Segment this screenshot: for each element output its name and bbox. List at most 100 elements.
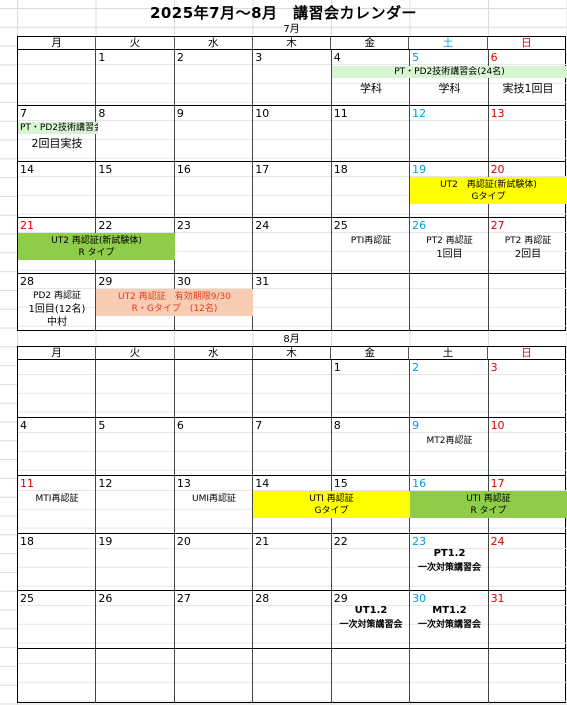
day-number: 23 bbox=[412, 535, 427, 548]
day-number: 21 bbox=[20, 219, 34, 232]
day-cell: 24 bbox=[488, 534, 567, 590]
page-title: 2025年7月～8月 講習会カレンダー bbox=[149, 4, 418, 22]
day-number: 20 bbox=[176, 535, 191, 548]
weekday-wed: 水 bbox=[175, 37, 253, 49]
day-cell: 19 bbox=[96, 534, 175, 590]
day-cell: 3 bbox=[253, 50, 332, 105]
week-row bbox=[18, 649, 567, 703]
day-cell: 7 bbox=[253, 418, 332, 475]
event-gakka: 学科 bbox=[360, 82, 382, 95]
day-cell bbox=[18, 649, 97, 703]
event-gakka: 学科 bbox=[438, 82, 461, 95]
calendar-grid-july: 1 2 3 4 5 6 PT・PD2技術講習会(24名) 学科 学科 実技1回目… bbox=[17, 50, 567, 331]
day-number: 18 bbox=[333, 163, 348, 176]
day-number: 27 bbox=[490, 219, 505, 232]
event-prep-course: 一次対策講習会 bbox=[417, 620, 481, 630]
day-number: 20 bbox=[490, 163, 505, 176]
week-row: 4 5 6 7 8 9 10 MT2再認証 bbox=[18, 418, 567, 476]
day-cell bbox=[488, 649, 567, 703]
week-row: 11 12 13 14 15 16 17 MTⅠ再認証 UMⅠ再認証 UTⅠ 再… bbox=[18, 476, 567, 534]
day-number: 1 bbox=[333, 361, 341, 374]
event-ut1-recert-r: UTⅠ 再認証 R タイプ bbox=[410, 491, 567, 518]
day-cell bbox=[253, 649, 332, 703]
day-cell: 31 bbox=[253, 274, 332, 331]
week-row: 1 2 3 4 5 6 PT・PD2技術講習会(24名) 学科 学科 実技1回目 bbox=[18, 50, 567, 106]
month-label-july: 7月 bbox=[283, 24, 300, 35]
day-cell: 3 bbox=[488, 360, 567, 417]
event-pt12-prep: PT1.2 bbox=[433, 548, 466, 559]
day-cell: 18 bbox=[18, 534, 97, 590]
event-session-count: 1回目(12名) bbox=[28, 304, 86, 315]
day-cell bbox=[174, 649, 254, 703]
day-number: 28 bbox=[20, 275, 34, 288]
day-number: 15 bbox=[98, 163, 113, 176]
day-number: 16 bbox=[176, 163, 191, 176]
day-cell bbox=[331, 649, 411, 703]
weekday-fri: 金 bbox=[331, 347, 410, 359]
day-cell bbox=[331, 274, 411, 331]
day-number: 22 bbox=[333, 535, 348, 548]
day-number: 4 bbox=[20, 419, 27, 432]
day-number: 27 bbox=[176, 592, 191, 605]
day-number: 10 bbox=[255, 107, 270, 120]
day-number: 8 bbox=[98, 107, 106, 120]
week-row: 1 2 3 bbox=[18, 360, 567, 418]
day-number: 15 bbox=[333, 477, 348, 490]
day-number: 13 bbox=[176, 477, 191, 490]
day-cell: 9 bbox=[410, 418, 489, 475]
weekday-thu: 木 bbox=[253, 37, 332, 49]
day-number: 11 bbox=[20, 477, 34, 490]
day-number: 12 bbox=[98, 477, 113, 490]
day-cell: 2 bbox=[174, 50, 254, 105]
day-number: 9 bbox=[412, 419, 420, 432]
day-cell: 13 bbox=[174, 476, 254, 533]
week-row: 7 8 9 10 11 12 13 PT・PD2技術講習会 2回目実技 bbox=[18, 106, 567, 162]
day-cell: 25 bbox=[331, 218, 411, 273]
day-cell: 23 bbox=[174, 218, 254, 273]
event-pt2-recert: PT2 再認証 bbox=[504, 236, 552, 246]
day-cell: 17 bbox=[253, 162, 332, 217]
day-cell: 12 bbox=[410, 106, 489, 161]
day-number: 13 bbox=[490, 107, 505, 120]
event-um1-recert: UMⅠ再認証 bbox=[191, 494, 236, 504]
day-cell: 10 bbox=[488, 418, 567, 475]
event-ut2-recert-r: UT2 再認証(新試験体) R タイプ bbox=[18, 233, 175, 260]
day-cell: 8 bbox=[331, 418, 411, 475]
day-number: 17 bbox=[255, 163, 270, 176]
day-number: 7 bbox=[20, 107, 27, 120]
day-cell: 22 bbox=[331, 534, 411, 590]
day-number: 25 bbox=[333, 219, 348, 232]
day-cell: 10 bbox=[253, 106, 332, 161]
day-number: 23 bbox=[176, 219, 191, 232]
day-cell bbox=[253, 360, 332, 417]
day-cell: 31 bbox=[488, 591, 567, 648]
event-session-1: 1回目 bbox=[436, 249, 463, 260]
day-cell: 25 bbox=[18, 591, 97, 648]
day-number: 24 bbox=[490, 535, 505, 548]
day-cell: 30 bbox=[410, 591, 489, 648]
day-number: 4 bbox=[333, 51, 341, 64]
day-cell: 29 bbox=[331, 591, 411, 648]
day-cell: 6 bbox=[174, 418, 254, 475]
day-cell: 24 bbox=[253, 218, 332, 273]
day-cell: 26 bbox=[410, 218, 489, 273]
day-number: 9 bbox=[176, 107, 184, 120]
day-cell: 15 bbox=[96, 162, 175, 217]
weekday-thu: 木 bbox=[253, 347, 332, 359]
day-number: 31 bbox=[490, 592, 505, 605]
day-cell: 20 bbox=[174, 534, 254, 590]
day-number: 19 bbox=[98, 535, 113, 548]
day-number: 28 bbox=[255, 592, 270, 605]
day-number: 29 bbox=[98, 275, 113, 288]
day-number: 18 bbox=[20, 535, 34, 548]
event-pt-pd2-training: PT・PD2技術講習会(24名) bbox=[332, 66, 567, 78]
day-cell bbox=[18, 360, 97, 417]
weekday-sun: 日 bbox=[521, 347, 532, 359]
weekday-header-july: 月 火 水 木 金 土 日 bbox=[17, 36, 566, 50]
event-ut2-recert-expiry: UT2 再認証 有効期限9/30 R・Gタイプ (12名) bbox=[96, 289, 253, 316]
day-cell: 21 bbox=[253, 534, 332, 590]
day-number: 6 bbox=[490, 51, 498, 64]
day-number: 5 bbox=[98, 419, 106, 432]
event-mt1-recert: MTⅠ再認証 bbox=[35, 494, 79, 504]
day-cell bbox=[96, 649, 175, 703]
